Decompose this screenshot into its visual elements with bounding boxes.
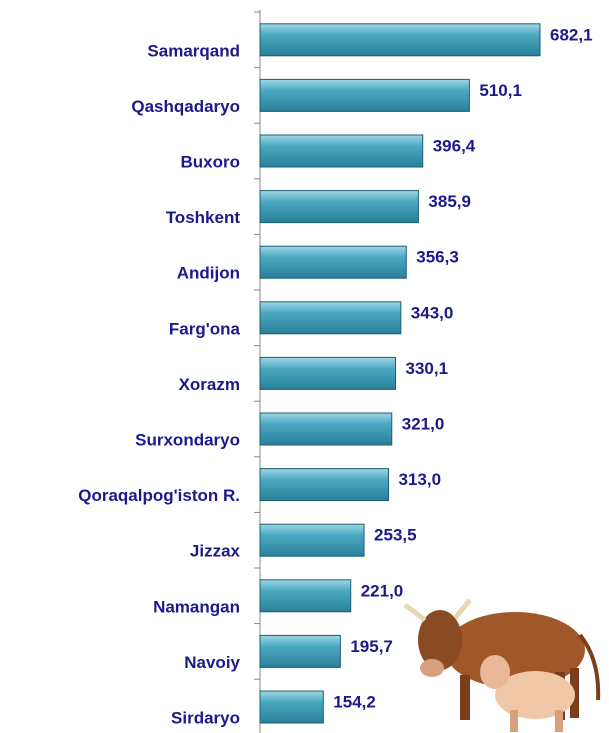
category-label: Farg'ona: [169, 319, 241, 338]
value-label: 356,3: [416, 248, 459, 267]
value-label: 396,4: [433, 136, 476, 155]
value-label: 221,0: [361, 581, 404, 600]
category-label: Xorazm: [179, 375, 240, 394]
bar: [259, 468, 389, 502]
value-label: 682,1: [550, 25, 593, 44]
bar: [259, 579, 352, 613]
bar: [259, 690, 324, 724]
bar: [259, 301, 402, 335]
cow-illustration: [403, 598, 601, 732]
bar: [259, 634, 341, 668]
bar: [259, 134, 424, 168]
value-label: 330,1: [406, 359, 449, 378]
bar: [259, 412, 393, 446]
category-label: Sirdaryo: [171, 708, 240, 727]
value-label: 343,0: [411, 303, 454, 322]
category-label: Samarqand: [147, 41, 240, 60]
bar: [259, 245, 407, 279]
category-label: Qashqadaryo: [131, 97, 240, 116]
category-label: Navoiy: [184, 653, 240, 672]
category-label: Andijon: [177, 264, 240, 283]
category-label: Qoraqalpog'iston R.: [78, 486, 240, 505]
bar: [259, 356, 397, 390]
value-label: 385,9: [428, 192, 471, 211]
value-label: 321,0: [402, 414, 445, 433]
bar: [259, 190, 419, 224]
bar: [259, 78, 470, 112]
category-label: Buxoro: [181, 152, 241, 171]
category-label: Toshkent: [166, 208, 241, 227]
value-label: 510,1: [479, 81, 522, 100]
bar: [259, 23, 541, 57]
value-label: 154,2: [333, 692, 376, 711]
bar: [259, 523, 365, 557]
value-label: 313,0: [398, 470, 441, 489]
category-label: Surxondaryo: [135, 430, 240, 449]
value-label: 195,7: [350, 637, 393, 656]
category-label: Namangan: [153, 597, 240, 616]
category-label: Jizzax: [190, 542, 241, 561]
value-label: 253,5: [374, 526, 417, 545]
